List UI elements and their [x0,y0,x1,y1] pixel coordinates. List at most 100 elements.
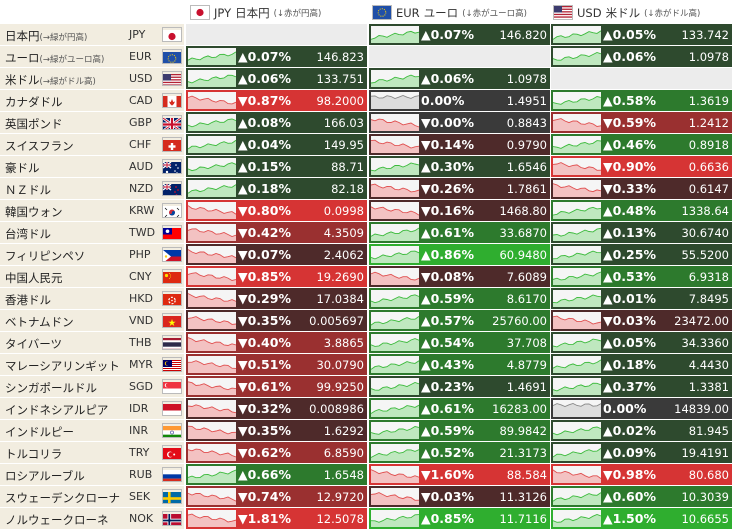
rate-cell-twd-eur[interactable]: ▲0.61% 33.6870 [369,222,550,244]
flag-au-icon [162,159,182,174]
change-percent: ▲0.53% [603,269,656,284]
currency-label-try[interactable]: トルコリラ TRY [0,442,184,464]
currency-label-cad[interactable]: カナダドル CAD [0,90,184,112]
rate-value: 7.6089 [506,270,547,284]
rate-cell-nok-usd[interactable]: ▲1.50% 10.6655 [551,508,732,530]
column-header-usd[interactable]: USD 米ドル (↓赤がドル高) [551,3,700,22]
rate-cell-hkd-usd[interactable]: ▲0.01% 7.8495 [551,288,732,310]
column-header-eur[interactable]: EUR ユーロ (↓赤がユーロ高) [370,3,527,22]
rate-cell-sek-jpy[interactable]: ▼0.74% 12.9720 [186,486,367,508]
currency-label-cny[interactable]: 中国人民元 CNY [0,266,184,288]
rate-cell-inr-eur[interactable]: ▲0.59% 89.9842 [369,420,550,442]
table-row: マレーシアリンギット MYR ▼0.51% 30.0790 ▲0.43% 4.8779 ▲0… [0,354,738,376]
rate-cell-usd-jpy[interactable]: ▲0.06% 133.751 [186,68,367,90]
currency-label-nok[interactable]: ノルウェークローネ NOK [0,508,184,530]
rate-cell-idr-jpy[interactable]: ▼0.32% 0.008986 [186,398,367,420]
rate-cell-nzd-usd[interactable]: ▼0.33% 0.6147 [551,178,732,200]
rate-cell-eur-jpy[interactable]: ▲0.07% 146.823 [186,46,367,68]
currency-label-sgd[interactable]: シンガポールドル SGD [0,376,184,398]
currency-label-nzd[interactable]: ＮＺドル NZD [0,178,184,200]
currency-label-jpy[interactable]: 日本円(→緑が円高) JPY [0,24,184,46]
rate-cell-cad-jpy[interactable]: ▼0.87% 98.2000 [186,90,367,112]
rate-cell-vnd-usd[interactable]: ▼0.03% 23472.00 [551,310,732,332]
currency-label-krw[interactable]: 韓国ウォン KRW [0,200,184,222]
currency-label-myr[interactable]: マレーシアリンギット MYR [0,354,184,376]
rate-cell-idr-eur[interactable]: ▲0.61% 16283.00 [369,398,550,420]
rate-cell-myr-usd[interactable]: ▲0.18% 4.4430 [551,354,732,376]
currency-label-idr[interactable]: インドネシアルピア IDR [0,398,184,420]
currency-label-inr[interactable]: インドルピー INR [0,420,184,442]
rate-cell-gbp-usd[interactable]: ▼0.59% 1.2412 [551,112,732,134]
rate-cell-aud-eur[interactable]: ▲0.30% 1.6546 [369,156,550,178]
rate-cell-jpy-usd[interactable]: ▲0.05% 133.742 [551,24,732,46]
rate-cell-chf-eur[interactable]: ▼0.14% 0.9790 [369,134,550,156]
rate-cell-idr-usd[interactable]: 0.00% 14839.00 [551,398,732,420]
rate-cell-nok-eur[interactable]: ▲0.85% 11.7116 [369,508,550,530]
rate-cell-php-usd[interactable]: ▲0.25% 55.5200 [551,244,732,266]
currency-label-hkd[interactable]: 香港ドル HKD [0,288,184,310]
rate-cell-nzd-eur[interactable]: ▼0.26% 1.7861 [369,178,550,200]
currency-label-thb[interactable]: タイバーツ THB [0,332,184,354]
rate-cell-try-eur[interactable]: ▲0.52% 21.3173 [369,442,550,464]
rate-cell-twd-usd[interactable]: ▲0.13% 30.6740 [551,222,732,244]
rate-cell-hkd-eur[interactable]: ▲0.59% 8.6170 [369,288,550,310]
rate-cell-cad-usd[interactable]: ▲0.58% 1.3619 [551,90,732,112]
rate-cell-sek-eur[interactable]: ▼0.03% 11.3126 [369,486,550,508]
rate-cell-hkd-jpy[interactable]: ▼0.29% 17.0384 [186,288,367,310]
rate-cell-aud-jpy[interactable]: ▲0.15% 88.71 [186,156,367,178]
currency-label-usd[interactable]: 米ドル(→緑がドル高) USD [0,68,184,90]
rate-cell-cny-usd[interactable]: ▲0.53% 6.9318 [551,266,732,288]
rate-cell-thb-eur[interactable]: ▲0.54% 37.708 [369,332,550,354]
rate-cell-try-usd[interactable]: ▲0.09% 19.4191 [551,442,732,464]
rate-cell-thb-usd[interactable]: ▲0.05% 34.3360 [551,332,732,354]
rate-cell-nok-jpy[interactable]: ▼1.81% 12.5078 [186,508,367,530]
rate-cell-gbp-jpy[interactable]: ▲0.08% 166.03 [186,112,367,134]
rate-cell-inr-jpy[interactable]: ▼0.35% 1.6292 [186,420,367,442]
rate-cell-usd-eur[interactable]: ▲0.06% 1.0978 [369,68,550,90]
rate-cell-chf-usd[interactable]: ▲0.46% 0.8918 [551,134,732,156]
currency-label-sek[interactable]: スウェーデンクローナ SEK [0,486,184,508]
currency-label-chf[interactable]: スイスフラン CHF [0,134,184,156]
currency-label-eur[interactable]: ユーロ(→緑がユーロ高) EUR [0,46,184,68]
rate-cell-nzd-jpy[interactable]: ▲0.18% 82.18 [186,178,367,200]
rate-cell-gbp-eur[interactable]: ▼0.00% 0.8843 [369,112,550,134]
rate-cell-myr-jpy[interactable]: ▼0.51% 30.0790 [186,354,367,376]
rate-cell-php-eur[interactable]: ▲0.86% 60.9480 [369,244,550,266]
rate-cell-vnd-jpy[interactable]: ▼0.35% 0.005697 [186,310,367,332]
rate-cell-sgd-usd[interactable]: ▲0.37% 1.3381 [551,376,732,398]
currency-label-rub[interactable]: ロシアルーブル RUB [0,464,184,486]
rate-cell-jpy-eur[interactable]: ▲0.07% 146.820 [369,24,550,46]
rate-cell-chf-jpy[interactable]: ▲0.04% 149.95 [186,134,367,156]
rate-cell-cad-eur[interactable]: 0.00% 1.4951 [369,90,550,112]
currency-label-php[interactable]: フィリピンペソ PHP [0,244,184,266]
column-header-jpy[interactable]: JPY 日本円 (↓赤が円高) [188,3,321,22]
rate-cell-try-jpy[interactable]: ▼0.62% 6.8590 [186,442,367,464]
rate-cell-krw-eur[interactable]: ▼0.16% 1468.80 [369,200,550,222]
currency-label-vnd[interactable]: ベトナムドン VND [0,310,184,332]
rate-cell-krw-jpy[interactable]: ▼0.80% 0.0998 [186,200,367,222]
rate-cell-cny-jpy[interactable]: ▼0.85% 19.2690 [186,266,367,288]
currency-label-twd[interactable]: 台湾ドル TWD [0,222,184,244]
currency-name-text: インドネシアルピア [5,403,109,417]
rate-cell-cny-eur[interactable]: ▼0.08% 7.6089 [369,266,550,288]
rate-cell-myr-eur[interactable]: ▲0.43% 4.8779 [369,354,550,376]
rate-cell-twd-jpy[interactable]: ▼0.42% 4.3509 [186,222,367,244]
rate-cell-krw-usd[interactable]: ▲0.48% 1338.64 [551,200,732,222]
change-percent: ▲0.06% [238,71,291,86]
rate-cell-rub-eur[interactable]: ▼1.60% 88.584 [369,464,550,486]
currency-label-gbp[interactable]: 英国ポンド GBP [0,112,184,134]
rate-cell-sgd-jpy[interactable]: ▼0.61% 99.9250 [186,376,367,398]
rate-cell-thb-jpy[interactable]: ▼0.40% 3.8865 [186,332,367,354]
table-row: 日本円(→緑が円高) JPY ▲0.07% 146.820 ▲0.05% 133.742 [0,24,738,46]
rate-cell-aud-usd[interactable]: ▼0.90% 0.6636 [551,156,732,178]
change-percent: ▲0.58% [603,93,656,108]
rate-cell-inr-usd[interactable]: ▲0.02% 81.945 [551,420,732,442]
rate-cell-sgd-eur[interactable]: ▲0.23% 1.4691 [369,376,550,398]
rate-cell-vnd-eur[interactable]: ▲0.57% 25760.00 [369,310,550,332]
rate-cell-sek-usd[interactable]: ▲0.60% 10.3039 [551,486,732,508]
rate-cell-rub-jpy[interactable]: ▲0.66% 1.6548 [186,464,367,486]
rate-cell-rub-usd[interactable]: ▼0.98% 80.680 [551,464,732,486]
rate-cell-eur-usd[interactable]: ▲0.06% 1.0978 [551,46,732,68]
currency-label-aud[interactable]: 豪ドル AUD [0,156,184,178]
rate-cell-php-jpy[interactable]: ▼0.07% 2.4062 [186,244,367,266]
